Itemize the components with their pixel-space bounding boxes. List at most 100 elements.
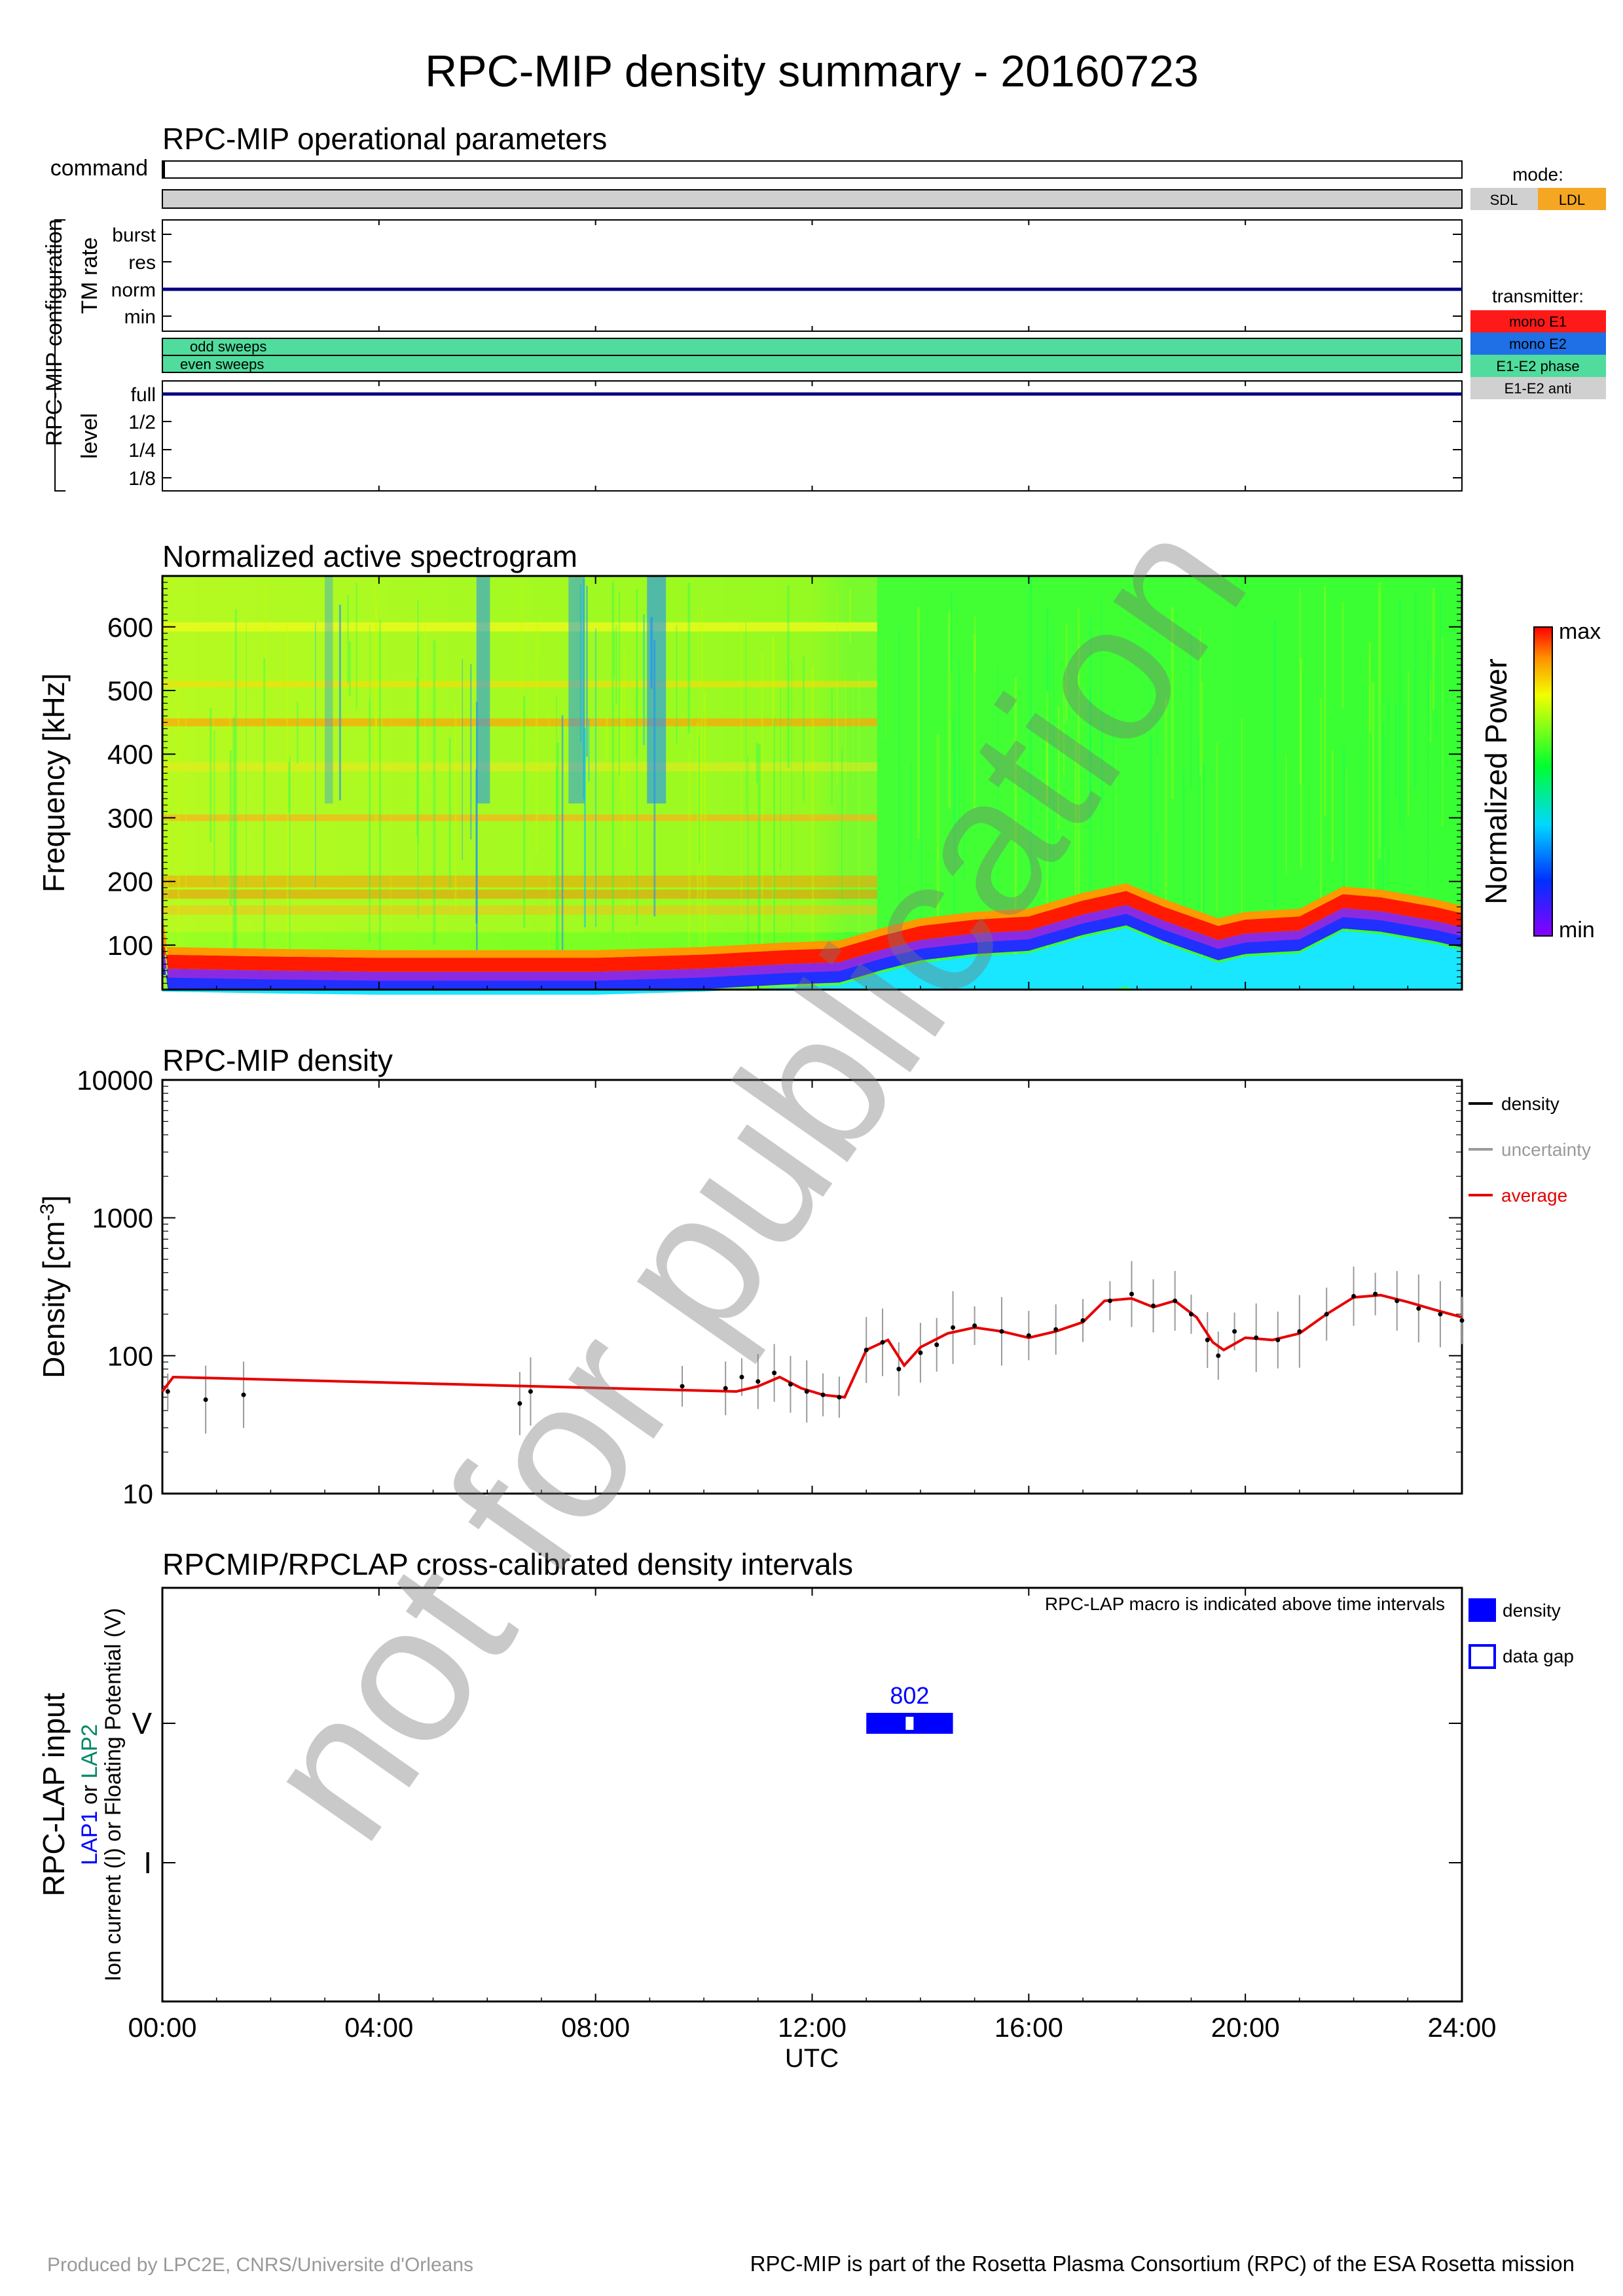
spectrogram-streak xyxy=(1378,699,1380,906)
density-point xyxy=(880,1340,885,1345)
spectrogram-title: Normalized active spectrogram xyxy=(162,539,577,573)
spectrogram-streak xyxy=(460,689,462,753)
spectrogram-y-tick-label: 300 xyxy=(107,802,153,833)
spectrogram-streak xyxy=(462,659,463,860)
density-point xyxy=(1254,1335,1259,1340)
transmitter-mono-e2: mono E2 xyxy=(1509,336,1567,352)
spectrogram-streak xyxy=(1342,745,1345,990)
mode-legend-title: mode: xyxy=(1512,164,1563,185)
tm-rate-box xyxy=(162,219,1463,332)
spectrogram-streak xyxy=(1381,724,1384,990)
spectrogram-streak xyxy=(1046,607,1049,882)
spectrogram-streak xyxy=(974,616,976,672)
density-legend: density uncertainty average xyxy=(1468,1094,1591,1206)
spectrogram-streak xyxy=(418,634,419,845)
spectrogram-streak xyxy=(615,624,617,705)
density-point xyxy=(1205,1337,1210,1342)
spectrogram-streak xyxy=(1345,768,1347,990)
spectrogram-streak xyxy=(375,577,377,759)
density-panel: RPC-MIP density 10 100 1000 10000 Density [… xyxy=(37,1043,1591,1509)
spectrogram-streak xyxy=(454,708,457,912)
spectrogram-streak xyxy=(917,606,920,839)
spectrogram-streak xyxy=(698,736,701,863)
spectrogram-streak xyxy=(997,664,998,940)
spectrogram-streak xyxy=(1046,691,1049,990)
density-point xyxy=(951,1325,956,1330)
density-point xyxy=(1297,1329,1302,1334)
density-average-line xyxy=(161,1293,1463,1399)
spectrogram-streak xyxy=(620,681,623,798)
spectrogram-streak xyxy=(1273,645,1275,755)
spectrogram-streak xyxy=(232,717,236,990)
spectrogram-streak xyxy=(246,622,247,889)
density-point xyxy=(1053,1327,1059,1332)
density-point xyxy=(918,1350,923,1355)
spectrogram-streak xyxy=(963,764,964,881)
spectrogram-streak xyxy=(613,628,615,677)
density-point xyxy=(1275,1337,1281,1342)
configuration-bracket xyxy=(54,219,65,492)
spectrogram-y-tick-label: 500 xyxy=(107,675,153,706)
density-point xyxy=(837,1395,842,1400)
spectrogram-y-tick-label: 600 xyxy=(107,612,153,643)
spectrogram-harmonic-band xyxy=(162,814,877,821)
spectrogram-x-ticks xyxy=(215,576,1409,990)
mode-track xyxy=(162,189,1463,209)
spectrogram-streak xyxy=(263,658,266,966)
spectrogram-y-ticks: 100 200 300 400 500 600 xyxy=(107,582,1462,984)
spectrogram-streak xyxy=(747,755,749,990)
spectrogram-streak xyxy=(433,640,436,945)
lap-y-label-main: RPC-LAP input xyxy=(37,1693,71,1896)
level-label: full xyxy=(131,384,156,406)
command-label: command xyxy=(50,156,148,181)
spectrogram-streak xyxy=(315,621,316,888)
spectrogram-streak xyxy=(1320,698,1322,990)
spectrogram-streak xyxy=(369,699,371,942)
lap-y-label-lap1: LAP1 xyxy=(77,1811,102,1865)
spectrogram-streak xyxy=(1201,681,1203,990)
level-box xyxy=(162,380,1463,492)
density-point xyxy=(1173,1299,1178,1304)
lap-y-label-lap2: LAP2 xyxy=(77,1724,102,1778)
lap-data-gap xyxy=(905,1717,914,1730)
spectrogram-streak xyxy=(676,625,678,744)
spectrogram-y-tick-label: 400 xyxy=(107,739,153,770)
spectrogram-y-tick-label: 200 xyxy=(107,867,153,897)
spectrogram-streak xyxy=(1372,682,1375,921)
spectrogram-streak xyxy=(185,701,187,889)
transmitter-anti-swatch xyxy=(1470,377,1606,399)
density-point xyxy=(1351,1293,1357,1299)
spectrogram-streak xyxy=(954,758,956,864)
spectrogram-streak xyxy=(168,769,170,877)
spectrogram-streak xyxy=(390,683,392,942)
operational-title: RPC-MIP operational parameters xyxy=(162,122,607,156)
spectrogram-streak xyxy=(704,690,707,990)
spectrogram-streak xyxy=(381,709,383,780)
spectrogram-y-label: Frequency [kHz] xyxy=(37,673,71,893)
spectrogram-streak xyxy=(470,664,472,840)
footer-mission: RPC-MIP is part of the Rosetta Plasma Co… xyxy=(750,2251,1575,2276)
spectrogram-streak xyxy=(1324,584,1326,817)
spectrogram-streak xyxy=(1199,628,1201,775)
spectrogram-streak xyxy=(210,708,212,842)
tm-rate-level-label: burst xyxy=(112,224,156,246)
mode-legend-ldl-swatch xyxy=(1538,188,1606,210)
spectrogram-streak xyxy=(228,691,231,990)
density-point xyxy=(1080,1318,1085,1323)
footer-credit: Produced by LPC2E, CNRS/Universite d'Orl… xyxy=(47,2254,473,2276)
spectrogram-streak xyxy=(1063,680,1065,774)
lap-intervals: 802 xyxy=(866,1682,953,1734)
density-y-label-exp: -3 xyxy=(37,1204,58,1221)
spectrogram-streak xyxy=(921,632,922,964)
spectrogram-streak xyxy=(1156,755,1158,831)
spectrogram-streak xyxy=(643,614,645,745)
spectrogram-streak xyxy=(953,712,955,990)
time-axis-labels: 00:00 04:00 08:00 12:00 16:00 20:00 24:00 xyxy=(128,2012,1496,2043)
colorbar-max-label: max xyxy=(1559,619,1601,644)
spectrogram-streak xyxy=(811,666,814,957)
spectrogram-streak xyxy=(740,617,742,921)
transmitter-mono-e1-swatch xyxy=(1470,310,1606,332)
spectrogram-streak xyxy=(1101,598,1103,842)
spectrogram-streak xyxy=(1369,642,1372,732)
level-label: 1/4 xyxy=(128,440,156,461)
